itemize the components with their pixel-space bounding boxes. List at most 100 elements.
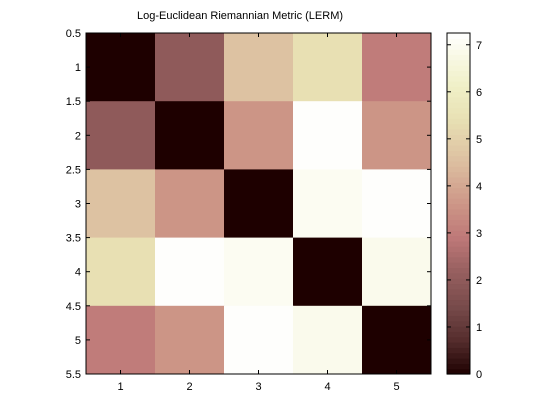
colorbar-segment — [447, 155, 470, 162]
colorbar-segment — [447, 48, 470, 55]
heatmap-cell-r1-c5 — [362, 33, 432, 102]
colorbar-segment — [447, 336, 470, 343]
x-tick-label: 4 — [324, 381, 330, 393]
chart-title: Log-Euclidean Riemannian Metric (LERM) — [137, 10, 343, 22]
colorbar-segment — [447, 304, 470, 311]
colorbar: 0 1 2 3 4 5 6 7 — [446, 32, 482, 381]
y-tick-label: 1.5 — [66, 96, 81, 108]
y-tick-label: 1 — [75, 62, 81, 74]
colorbar-segment — [447, 326, 470, 332]
colorbar-segment — [447, 246, 470, 253]
heatmap-cell-r1-c1 — [86, 33, 156, 102]
colorbar-tick-label: 2 — [476, 275, 482, 287]
colorbar-segment — [447, 139, 470, 146]
heatmap-cell-r5-c1 — [86, 305, 156, 375]
colorbar-segment — [447, 134, 470, 141]
x-tick-label: 3 — [255, 381, 261, 393]
heatmap-cell-r3-c3 — [224, 169, 294, 239]
colorbar-segment — [447, 112, 470, 119]
colorbar-segment — [447, 283, 470, 290]
heatmap-cell-r2-c2 — [155, 101, 225, 170]
heatmap-cell-r3-c5 — [362, 169, 432, 239]
colorbar-segment — [447, 363, 470, 370]
colorbar-segment — [447, 59, 470, 66]
colorbar-segment — [447, 251, 470, 258]
colorbar-segment — [447, 214, 470, 221]
heatmap-cell-r4-c4 — [293, 237, 363, 307]
colorbar-segment — [447, 86, 470, 93]
colorbar-segment — [447, 342, 470, 348]
heatmap-cell-r2-c1 — [86, 101, 156, 170]
colorbar-segment — [447, 240, 470, 247]
colorbar-tick-label: 1 — [476, 322, 482, 334]
colorbar-tick-label: 4 — [476, 181, 482, 193]
colorbar-segment — [447, 91, 470, 98]
colorbar-segment — [447, 235, 470, 242]
colorbar-segment — [447, 96, 470, 103]
colorbar-segment — [447, 219, 470, 226]
y-tick-label: 2 — [75, 130, 81, 142]
y-tick-label: 5.5 — [66, 369, 81, 381]
colorbar-frame — [446, 32, 471, 375]
colorbar-segment — [447, 144, 470, 151]
colorbar-segment — [447, 288, 470, 295]
colorbar-segment — [447, 107, 470, 114]
heatmap-cell-r3-c1 — [86, 169, 156, 239]
colorbar-segment — [447, 294, 470, 301]
heatmap-cell-r5-c2 — [155, 305, 225, 375]
y-tick-label: 4 — [75, 267, 81, 279]
colorbar-segment — [447, 267, 470, 274]
colorbar-segment — [447, 38, 470, 45]
heatmap-cell-r5-c3 — [224, 305, 294, 375]
heatmap-cell-r1-c3 — [224, 33, 294, 102]
heatmap-cell-r4-c5 — [362, 237, 432, 307]
heatmap-cell-r2-c3 — [224, 101, 294, 170]
colorbar-segment — [447, 358, 470, 364]
heatmap-cell-r4-c3 — [224, 237, 294, 307]
colorbar-segment — [447, 299, 470, 306]
y-tick-label: 0.5 — [66, 28, 81, 40]
colorbar-segment — [447, 54, 470, 61]
colorbar-segment — [447, 118, 470, 125]
heatmap-cell-r4-c1 — [86, 237, 156, 307]
colorbar-tick-label: 0 — [476, 369, 482, 381]
y-tick-label: 4.5 — [66, 301, 81, 313]
colorbar-segment — [447, 187, 470, 194]
heatmap-cell-r5-c4 — [293, 305, 363, 375]
y-axis: 0.5 1 1.5 2 2.5 3 3.5 4 4.5 5 5.5 — [66, 28, 431, 381]
colorbar-segment — [447, 315, 470, 322]
y-tick-label: 5 — [75, 335, 81, 347]
y-tick-label: 3.5 — [66, 233, 81, 245]
colorbar-segment — [447, 352, 470, 359]
colorbar-segment — [447, 128, 470, 135]
colorbar-segment — [447, 166, 470, 173]
colorbar-segment — [447, 64, 470, 71]
colorbar-segment — [447, 230, 470, 237]
colorbar-segment — [447, 347, 470, 354]
colorbar-tick-label: 6 — [476, 87, 482, 99]
colorbar-segment — [447, 272, 470, 279]
heatmap-cell-r4-c2 — [155, 237, 225, 307]
heatmap-cells — [86, 33, 432, 375]
x-axis: 1 2 3 4 5 — [117, 33, 400, 393]
colorbar-segment — [447, 33, 470, 39]
colorbar-segment — [447, 70, 470, 77]
heatmap-cell-r3-c2 — [155, 169, 225, 239]
heatmap-cell-r2-c4 — [293, 101, 363, 170]
colorbar-segment — [447, 278, 470, 285]
colorbar-segment — [447, 192, 470, 199]
colorbar-segment — [447, 320, 470, 327]
colorbar-segment — [447, 198, 470, 205]
colorbar-segment — [447, 262, 470, 269]
y-tick-label: 3 — [75, 199, 81, 211]
colorbar-segment — [447, 80, 470, 87]
colorbar-segment — [447, 203, 470, 210]
colorbar-segment — [447, 150, 470, 157]
colorbar-segment — [447, 160, 470, 167]
heatmap-cell-r1-c2 — [155, 33, 225, 102]
heatmap-cell-r3-c4 — [293, 169, 363, 239]
colorbar-segment — [447, 310, 470, 316]
colorbar-segment — [447, 182, 470, 189]
colorbar-segment — [447, 176, 470, 183]
